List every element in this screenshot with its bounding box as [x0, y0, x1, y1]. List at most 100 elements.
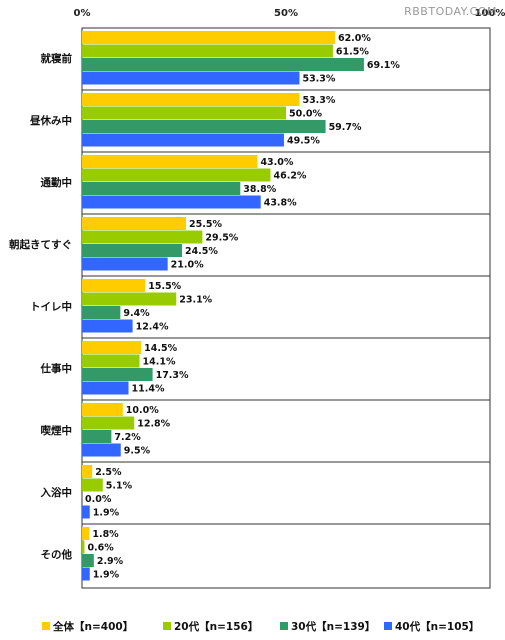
- bar: [82, 403, 123, 416]
- category-group: 15.5% 23.1% 9.4% 12.4% トイレ中: [30, 275, 490, 333]
- watermark: RBBTODAY.COM: [404, 5, 497, 18]
- bar: [82, 106, 286, 120]
- bar-value-label: 46.2%: [273, 171, 306, 182]
- category-label: 入浴中: [41, 486, 73, 499]
- category-group: 2.5% 5.1% 0.0% 1.9% 入浴中: [41, 461, 490, 519]
- category-label: トイレ中: [30, 300, 72, 313]
- bar: [82, 354, 140, 368]
- legend-item: 40代【n=105】: [384, 620, 479, 633]
- bar-value-label: 43.8%: [264, 198, 297, 209]
- bar: [82, 58, 364, 71]
- bar-value-label: 0.0%: [85, 494, 112, 505]
- x-tick-label: 50%: [274, 8, 298, 19]
- bar-value-label: 2.5%: [95, 467, 122, 478]
- bar: [82, 71, 300, 85]
- bar: [82, 44, 333, 58]
- bar-value-label: 14.1%: [143, 357, 176, 368]
- category-label: その他: [41, 548, 73, 561]
- legend-label: 30代【n=139】: [291, 620, 375, 633]
- bar: [82, 567, 90, 581]
- legend-swatch: [42, 622, 50, 630]
- bar-value-label: 21.0%: [171, 260, 204, 271]
- category-group: 10.0% 12.8% 7.2% 9.5% 喫煙中: [41, 399, 490, 457]
- bar: [82, 368, 153, 381]
- bar: [82, 31, 335, 44]
- bar-value-label: 25.5%: [189, 219, 222, 230]
- x-tick-label: 0%: [74, 8, 91, 19]
- legend-item: 全体【n=400】: [42, 620, 133, 633]
- bar: [82, 182, 241, 195]
- bar-value-label: 10.0%: [126, 405, 159, 416]
- bar-value-label: 14.5%: [144, 343, 177, 354]
- legend-item: 30代【n=139】: [280, 620, 375, 633]
- bar-value-label: 2.9%: [97, 556, 124, 567]
- bar-value-label: 15.5%: [148, 281, 181, 292]
- legend-label: 全体【n=400】: [52, 620, 133, 633]
- bar: [82, 257, 168, 271]
- bar-value-label: 11.4%: [132, 384, 165, 395]
- bar-value-label: 49.5%: [287, 136, 320, 147]
- bar-value-label: 38.8%: [243, 184, 276, 195]
- x-tick-label: 100%: [475, 8, 505, 19]
- bar: [82, 279, 146, 292]
- category-groups: 62.0% 61.5% 69.1% 53.3% 就寝前 53.3% 50.0% 59.7% 49…: [9, 31, 490, 581]
- legend-label: 40代【n=105】: [395, 620, 479, 633]
- bar: [82, 505, 90, 519]
- bar-value-label: 53.3%: [302, 95, 335, 106]
- bar-value-label: 61.5%: [336, 47, 369, 58]
- legend-swatch: [163, 622, 171, 630]
- bar: [82, 465, 93, 478]
- bar-value-label: 0.6%: [87, 543, 114, 554]
- category-group: 53.3% 50.0% 59.7% 49.5% 昼休み中: [30, 89, 490, 147]
- bar: [82, 195, 261, 209]
- bar: [82, 230, 203, 244]
- category-label: 喫煙中: [41, 424, 73, 437]
- category-label: 朝起きてすぐ: [9, 238, 72, 251]
- category-group: 62.0% 61.5% 69.1% 53.3% 就寝前: [41, 31, 400, 85]
- category-label: 就寝前: [41, 52, 73, 65]
- legend-label: 20代【n=156】: [174, 620, 258, 633]
- bar: [82, 540, 85, 554]
- bar: [82, 554, 94, 567]
- bar-value-label: 23.1%: [179, 295, 212, 306]
- bar: [82, 244, 182, 257]
- bar-value-label: 12.8%: [137, 419, 170, 430]
- category-label: 仕事中: [40, 362, 73, 375]
- bar: [82, 306, 121, 319]
- bar: [82, 416, 135, 430]
- bar-value-label: 50.0%: [289, 109, 322, 120]
- bar-value-label: 62.0%: [338, 33, 371, 44]
- bar: [82, 341, 142, 354]
- category-label: 昼休み中: [30, 114, 72, 127]
- bar: [82, 133, 284, 147]
- bar-value-label: 43.0%: [260, 157, 293, 168]
- category-group: 25.5% 29.5% 24.5% 21.0% 朝起きてすぐ: [9, 213, 490, 271]
- bar: [82, 443, 121, 457]
- bar-value-label: 9.4%: [123, 308, 150, 319]
- legend-item: 20代【n=156】: [163, 620, 258, 633]
- category-group: 1.8% 0.6% 2.9% 1.9% その他: [41, 523, 490, 581]
- legend-swatch: [384, 622, 392, 630]
- bar-value-label: 1.9%: [93, 508, 120, 519]
- bar: [82, 155, 258, 168]
- bar-value-label: 7.2%: [114, 432, 141, 443]
- bar: [82, 430, 112, 443]
- x-axis-ticks: 0% 50% 100%: [74, 8, 505, 19]
- legend: 全体【n=400】 20代【n=156】 30代【n=139】 40代【n=105】: [42, 620, 479, 633]
- bar-value-label: 24.5%: [185, 246, 218, 257]
- bar-value-label: 1.9%: [93, 570, 120, 581]
- legend-swatch: [280, 622, 288, 630]
- bar: [82, 217, 187, 230]
- bar-value-label: 17.3%: [156, 370, 189, 381]
- bar-value-label: 12.4%: [136, 322, 169, 333]
- bar: [82, 381, 129, 395]
- bar: [82, 319, 133, 333]
- bar: [82, 168, 271, 182]
- bar-value-label: 59.7%: [329, 122, 362, 133]
- bar: [82, 93, 300, 106]
- bar-value-label: 29.5%: [205, 233, 238, 244]
- bar-value-label: 69.1%: [367, 60, 400, 71]
- category-label: 通勤中: [41, 176, 73, 189]
- bar: [82, 527, 90, 540]
